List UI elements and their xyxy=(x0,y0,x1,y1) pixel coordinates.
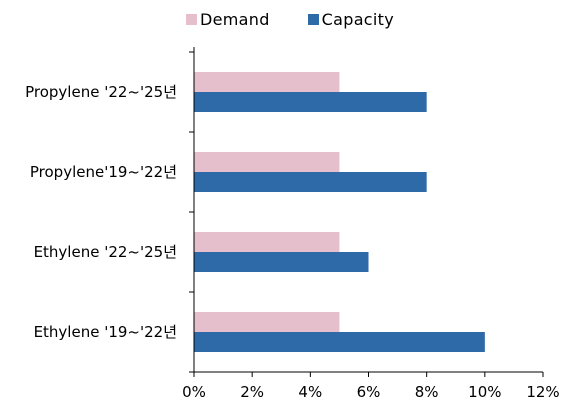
x-tick-label: 0% xyxy=(182,383,206,401)
legend-item-capacity: Capacity xyxy=(307,10,394,29)
x-tick-label: 10% xyxy=(468,383,501,401)
bar-capacity-2 xyxy=(194,252,369,272)
bar-demand-0 xyxy=(194,72,340,92)
bar-capacity-3 xyxy=(194,332,485,352)
category-label: Ethylene '19~'22년 xyxy=(34,323,177,341)
category-label: Propylene '22~'25년 xyxy=(25,83,177,101)
x-tick-label: 12% xyxy=(526,383,559,401)
bar-demand-3 xyxy=(194,312,340,332)
x-tick-label: 4% xyxy=(298,383,322,401)
category-label: Ethylene '22~'25년 xyxy=(34,243,177,261)
legend-item-demand: Demand xyxy=(186,10,270,29)
x-tick-label: 8% xyxy=(415,383,439,401)
x-tick-label: 6% xyxy=(357,383,381,401)
legend-swatch-capacity xyxy=(307,14,319,25)
legend-swatch-demand xyxy=(186,14,197,25)
legend-label-demand: Demand xyxy=(200,10,270,29)
bar-demand-1 xyxy=(194,152,340,172)
chart-legend: Demand Capacity xyxy=(186,10,432,29)
legend-label-capacity: Capacity xyxy=(321,10,394,29)
bar-capacity-0 xyxy=(194,92,427,112)
bar-demand-2 xyxy=(194,232,340,252)
x-tick-label: 2% xyxy=(240,383,264,401)
bar-capacity-1 xyxy=(194,172,427,192)
category-label: Propylene'19~'22년 xyxy=(30,163,177,181)
